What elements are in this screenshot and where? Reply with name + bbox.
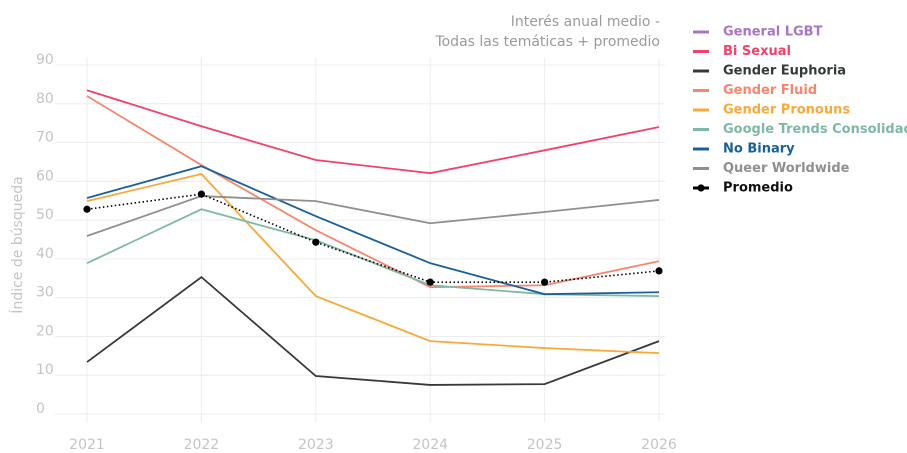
x-tick-label: 2026 — [641, 437, 677, 453]
x-tick-label: 2024 — [412, 437, 448, 453]
legend-label: Gender Pronouns — [723, 103, 850, 118]
line — [86, 89, 660, 175]
legend-label: Gender Euphoria — [723, 64, 846, 79]
chart-title: Interés anual medio - — [511, 14, 660, 30]
line — [86, 208, 660, 298]
y-tick-label: 60 — [36, 168, 54, 184]
x-tick-label: 2022 — [184, 437, 220, 453]
y-tick-label: 80 — [36, 91, 54, 107]
y-tick-label: 0 — [36, 401, 45, 417]
line — [86, 172, 660, 355]
legend-label: Bi Sexual — [723, 44, 791, 59]
chart-title: Todas las temáticas + promedio — [434, 34, 660, 50]
y-axis-label: Índice de búsqueda — [9, 176, 26, 313]
y-tick-label: 20 — [36, 323, 54, 339]
legend-label: Promedio — [723, 181, 793, 196]
legend-label: Gender Fluid — [723, 83, 817, 98]
point — [426, 278, 434, 286]
x-tick-label: 2025 — [527, 437, 563, 453]
x-tick-label: 2021 — [69, 437, 105, 453]
y-tick-label: 70 — [36, 130, 54, 146]
x-tick-label: 2023 — [298, 437, 334, 453]
line — [86, 95, 660, 289]
point — [83, 205, 91, 213]
point — [312, 238, 320, 246]
y-tick-label: 10 — [36, 362, 54, 378]
y-tick-label: 40 — [36, 246, 54, 262]
legend-swatch — [697, 184, 705, 192]
legend-label: General LGBT — [723, 25, 823, 40]
y-tick-label: 30 — [36, 285, 54, 301]
y-tick-label: 90 — [36, 52, 54, 68]
y-tick-label: 50 — [36, 207, 54, 223]
line — [86, 195, 660, 237]
line — [86, 165, 660, 296]
legend-label: Google Trends Consolidado — [723, 122, 907, 137]
legend-label: No Binary — [723, 142, 795, 157]
line — [86, 193, 660, 283]
point — [197, 190, 205, 198]
point — [541, 278, 549, 286]
legend-label: Queer Worldwide — [723, 161, 850, 176]
point — [655, 267, 663, 275]
line — [86, 275, 660, 386]
